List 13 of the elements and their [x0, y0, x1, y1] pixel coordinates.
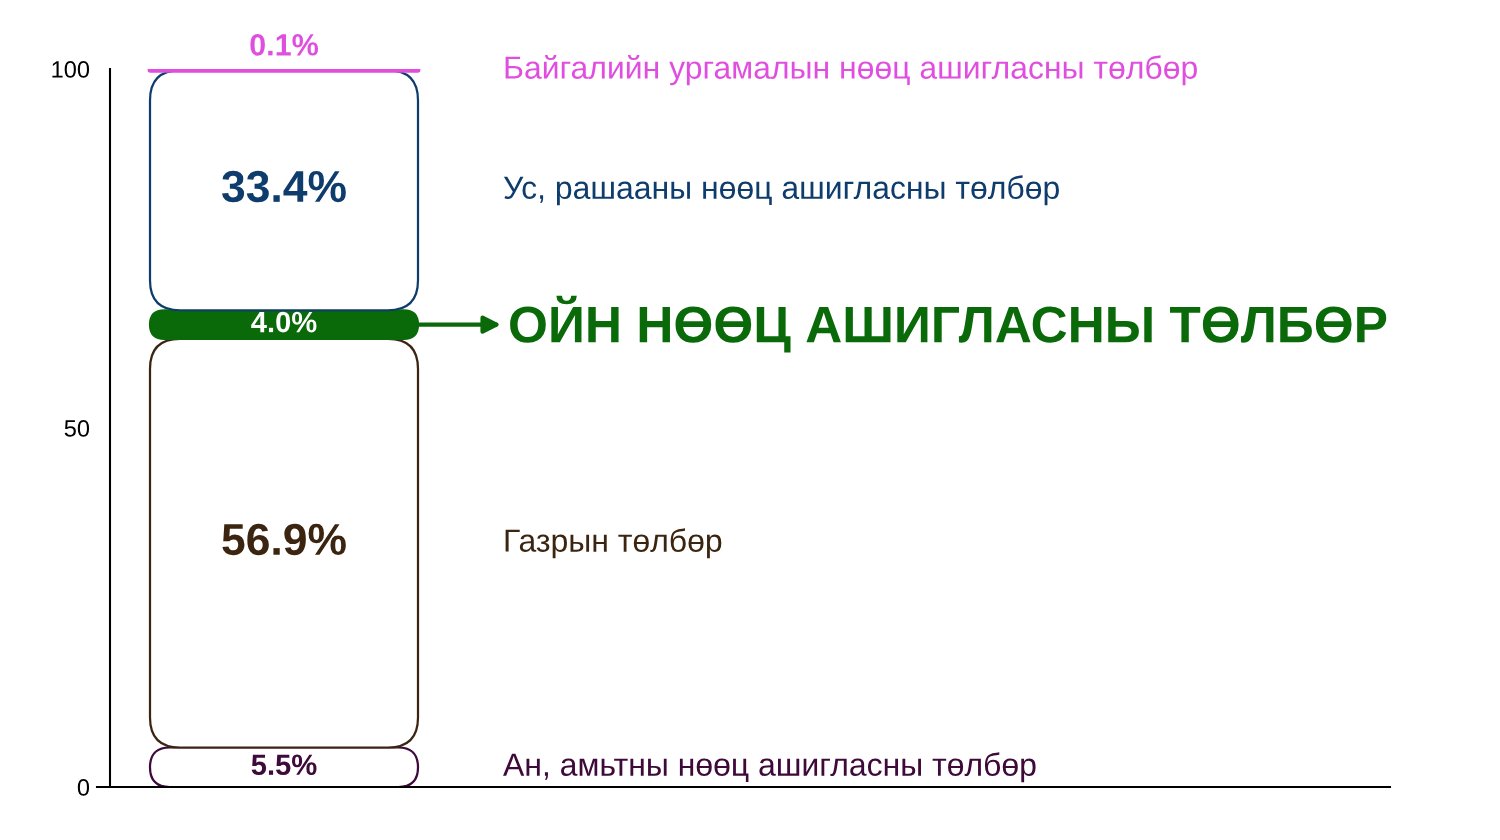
y-tick-label: 50 — [64, 420, 90, 437]
text: Байгалийн ургамалын нөөц ашигласны төлбөр — [505, 54, 1197, 86]
data-label: 33.4% — [222, 170, 346, 203]
data-label: 4.0% — [251, 311, 317, 333]
data-label: 0.1% — [250, 34, 319, 56]
data-label: 5.5% — [251, 754, 317, 776]
y-tick-label: 0 — [77, 779, 90, 796]
data-label: 56.9% — [222, 523, 346, 556]
text: Ус, рашааны нөөц ашигласны төлбөр — [503, 175, 1059, 206]
y-tick-label: 100 — [52, 61, 90, 78]
text: Ан, амьтны нөөц ашигласны төлбөр — [503, 752, 1036, 783]
legend-label: ОЙН НӨӨЦ АШИГЛАСНЫ ТӨЛБӨР — [510, 295, 1387, 353]
text: Газрын төлбөр — [505, 528, 722, 559]
